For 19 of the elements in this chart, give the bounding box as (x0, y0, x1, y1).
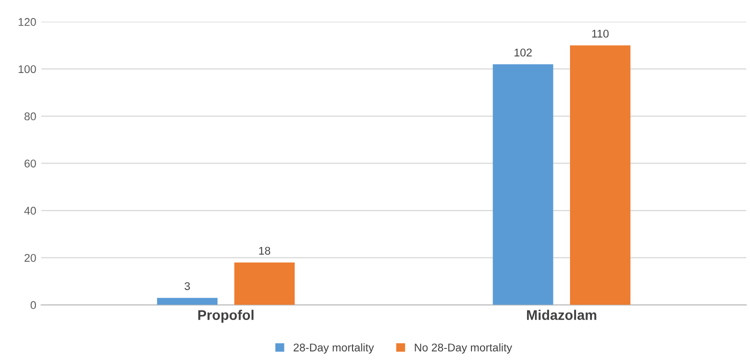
y-tick-label: 20 (24, 254, 36, 262)
y-tick-label: 100 (18, 65, 36, 74)
data-label: 3 (184, 282, 190, 290)
y-tick-label: 40 (24, 206, 36, 215)
legend-label: No 28-Day mortality (414, 343, 512, 354)
data-label: 102 (514, 48, 532, 56)
x-tick-label: Midazolam (527, 310, 596, 320)
y-tick-label: 120 (18, 18, 36, 26)
bar (234, 262, 295, 305)
y-tick-label: 60 (24, 160, 36, 168)
y-tick-label: 80 (24, 112, 36, 120)
data-label: 110 (592, 30, 609, 38)
bar (492, 64, 554, 305)
bar (570, 45, 630, 305)
data-label: 18 (259, 246, 270, 255)
bar (157, 298, 218, 305)
x-tick-label: Propofol (198, 310, 254, 323)
y-tick-label: 0 (30, 301, 36, 310)
legend-label: 28-Day mortality (294, 343, 374, 354)
